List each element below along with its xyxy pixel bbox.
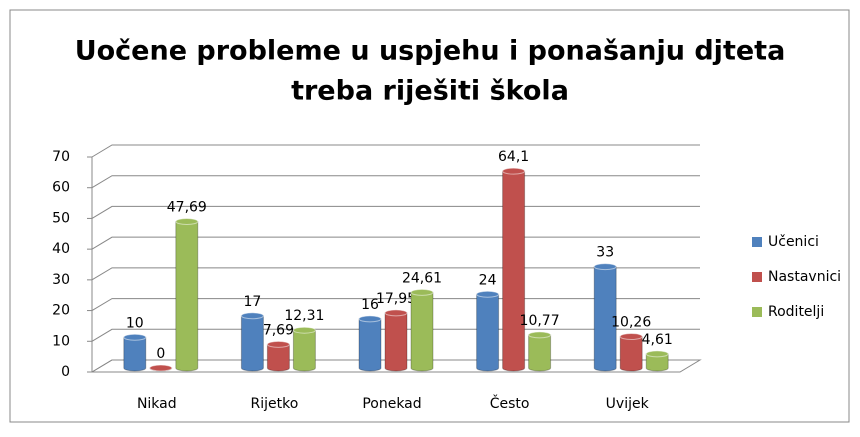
bar <box>175 218 199 372</box>
data-label: 10,77 <box>520 313 560 329</box>
legend-swatch <box>752 237 762 247</box>
bar <box>619 332 643 372</box>
y-tick-label: 40 <box>52 241 70 257</box>
chart-title: Uočene probleme u uspjehu i ponašanju dj… <box>75 36 786 67</box>
bar-part <box>266 343 290 372</box>
x-tick-label: Često <box>490 394 530 412</box>
bar-part <box>528 331 552 339</box>
bar <box>266 340 290 372</box>
legend-swatch <box>752 307 762 317</box>
data-label: 24 <box>479 272 497 288</box>
bar-part <box>240 312 264 320</box>
bar-part <box>593 266 617 372</box>
bar-part <box>384 312 408 372</box>
bar-part <box>645 353 669 372</box>
legend-label: Nastavnici <box>768 269 841 285</box>
bar-part <box>123 336 147 372</box>
data-label: 10 <box>126 315 144 331</box>
bar-part <box>175 218 199 226</box>
bar <box>149 364 173 372</box>
bar-part <box>619 335 643 372</box>
y-tick-label: 0 <box>61 364 70 380</box>
bar <box>358 315 382 372</box>
bar-part <box>292 326 316 334</box>
bar-part <box>502 170 526 372</box>
bar <box>528 331 552 372</box>
y-tick-label: 10 <box>52 333 70 349</box>
y-tick-label: 30 <box>52 272 70 288</box>
bar <box>645 350 669 372</box>
bar-part <box>410 291 434 372</box>
bar <box>593 263 617 372</box>
bar-part <box>528 334 552 372</box>
legend-swatch <box>752 272 762 282</box>
legend-label: Roditelji <box>768 304 824 320</box>
bar-part <box>410 288 434 296</box>
bar-part <box>358 315 382 323</box>
bar-part <box>645 350 669 358</box>
bar-part <box>175 221 199 372</box>
y-tick-label: 70 <box>52 149 70 165</box>
data-label: 64,1 <box>498 149 529 165</box>
bar-part <box>266 340 290 348</box>
data-label: 7,69 <box>263 322 294 338</box>
grid-line <box>91 144 700 158</box>
bar <box>410 288 434 372</box>
data-label: 33 <box>596 245 614 261</box>
bar-part <box>476 293 500 372</box>
bar-part <box>593 263 617 271</box>
data-label: 12,31 <box>284 308 324 324</box>
data-label: 17,95 <box>376 291 416 307</box>
x-tick-label: Nikad <box>137 396 177 412</box>
bar <box>476 290 500 372</box>
legend-label: Učenici <box>768 234 819 250</box>
bar <box>502 167 526 372</box>
data-label: 4,61 <box>642 332 673 348</box>
bar-part <box>149 364 173 372</box>
bar-part <box>502 167 526 175</box>
bar-part <box>240 315 264 372</box>
bar-part <box>619 332 643 340</box>
bar-part <box>384 309 408 317</box>
bar <box>240 312 264 372</box>
x-tick-label: Rijetko <box>251 396 299 412</box>
chart-title: treba riješiti škola <box>291 76 569 107</box>
bar-part <box>123 333 147 341</box>
bar <box>123 333 147 372</box>
bar <box>292 326 316 372</box>
bar <box>384 309 408 372</box>
data-label: 47,69 <box>167 200 207 216</box>
bar-part <box>476 290 500 298</box>
y-tick-label: 50 <box>52 210 70 226</box>
y-tick-label: 60 <box>52 180 70 196</box>
bar-part <box>292 329 316 372</box>
data-label: 0 <box>156 346 165 362</box>
x-tick-label: Uvijek <box>606 396 650 412</box>
data-label: 17 <box>243 294 261 310</box>
y-tick-label: 20 <box>52 303 70 319</box>
data-label: 16 <box>361 297 379 313</box>
x-tick-label: Ponekad <box>362 396 421 412</box>
data-label: 10,26 <box>611 314 651 330</box>
bar-part <box>358 318 382 372</box>
data-label: 24,61 <box>402 270 442 286</box>
